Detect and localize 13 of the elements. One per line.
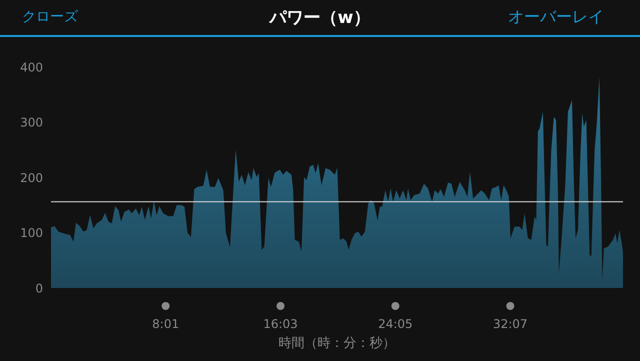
x-tick-label: 16:03: [263, 317, 298, 331]
chart-title: パワー（w）: [270, 8, 370, 28]
y-tick-label: 300: [20, 116, 43, 130]
x-axis-title: 時間（時：分：秒）: [278, 336, 396, 351]
text: クローズ: [22, 8, 78, 26]
x-tick-label: 8:01: [152, 317, 180, 331]
x-tick-label: 32:07: [492, 317, 528, 331]
x-tick-label: 24:05: [378, 317, 413, 331]
y-tick-label: 100: [20, 226, 43, 240]
text: オーバーレイ: [508, 7, 604, 28]
y-tick-label: 200: [20, 170, 43, 185]
y-tick-label: 0: [35, 281, 43, 296]
y-tick-label: 400: [20, 60, 43, 74]
